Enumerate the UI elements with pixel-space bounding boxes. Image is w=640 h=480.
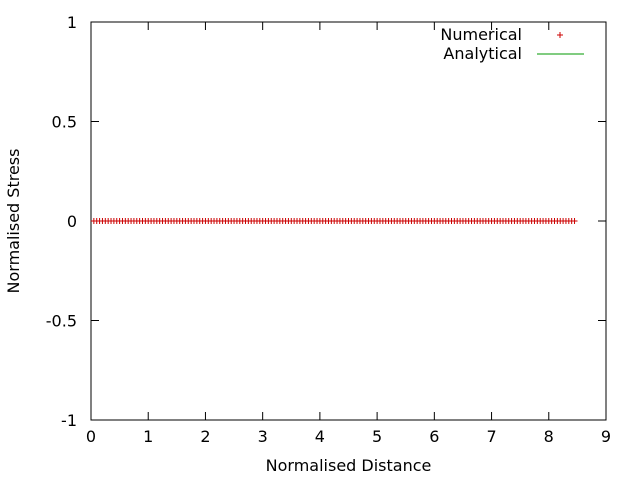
x-axis-label: Normalised Distance xyxy=(266,456,432,475)
y-tick-label: -1 xyxy=(61,411,77,430)
y-axis-ticks: -1 -0.5 0 0.5 1 xyxy=(46,13,606,430)
y-axis-label: Normalised Stress xyxy=(4,149,23,294)
legend-label: Analytical xyxy=(443,44,522,63)
series-layer xyxy=(90,218,578,224)
y-tick-label: 1 xyxy=(67,13,77,32)
x-tick-label: 6 xyxy=(429,427,439,446)
numerical-point xyxy=(571,218,578,224)
x-axis-ticks: 0 1 2 3 4 5 6 7 8 9 xyxy=(86,22,611,446)
x-tick-label: 4 xyxy=(315,427,325,446)
x-tick-label: 5 xyxy=(372,427,382,446)
x-tick-label: 7 xyxy=(486,427,496,446)
x-tick-label: 8 xyxy=(544,427,554,446)
legend-label: Numerical xyxy=(440,25,522,44)
x-tick-label: 0 xyxy=(86,427,96,446)
x-tick-label: 1 xyxy=(143,427,153,446)
y-tick-label: -0.5 xyxy=(46,312,77,331)
x-tick-label: 9 xyxy=(601,427,611,446)
legend-marker-plus xyxy=(557,32,563,38)
y-tick-label: 0.5 xyxy=(52,113,77,132)
y-tick-label: 0 xyxy=(67,212,77,231)
x-tick-label: 2 xyxy=(200,427,210,446)
x-tick-label: 3 xyxy=(258,427,268,446)
